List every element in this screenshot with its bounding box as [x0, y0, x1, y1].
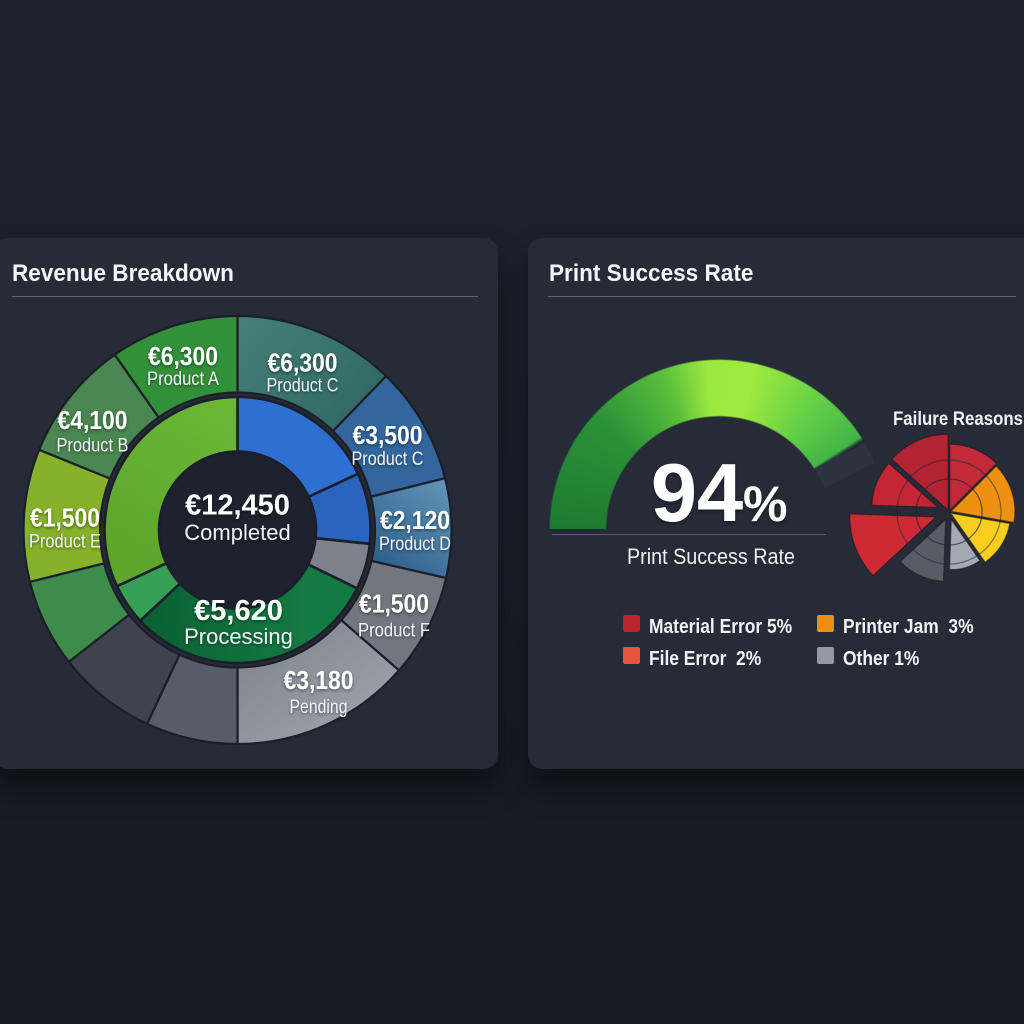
svg-text:€3,180: €3,180: [284, 665, 354, 695]
svg-text:Product F: Product F: [358, 621, 430, 642]
svg-text:€1,500: €1,500: [30, 503, 100, 533]
svg-text:Pending: Pending: [290, 697, 348, 718]
svg-text:€5,620: €5,620: [194, 595, 283, 627]
svg-text:€6,300: €6,300: [268, 348, 338, 378]
svg-text:€3,500: €3,500: [353, 420, 423, 450]
svg-text:Product A: Product A: [147, 369, 219, 390]
svg-text:Print Success Rate: Print Success Rate: [627, 544, 795, 569]
svg-text:%: %: [743, 476, 787, 532]
svg-text:€2,120: €2,120: [380, 505, 450, 535]
svg-text:Product B: Product B: [57, 436, 129, 457]
svg-text:€1,500: €1,500: [359, 589, 429, 619]
svg-text:Completed: Completed: [184, 520, 290, 545]
svg-text:Product C: Product C: [267, 376, 339, 397]
svg-text:Processing: Processing: [184, 624, 293, 649]
svg-text:Product E: Product E: [29, 532, 101, 553]
svg-text:€4,100: €4,100: [58, 405, 128, 435]
svg-text:Product D: Product D: [379, 534, 451, 555]
svg-text:Product C: Product C: [352, 449, 424, 470]
svg-text:94: 94: [651, 446, 743, 539]
svg-text:€12,450: €12,450: [185, 490, 290, 522]
svg-text:Failure Reasons: Failure Reasons: [893, 409, 1023, 430]
svg-text:€6,300: €6,300: [148, 341, 218, 371]
